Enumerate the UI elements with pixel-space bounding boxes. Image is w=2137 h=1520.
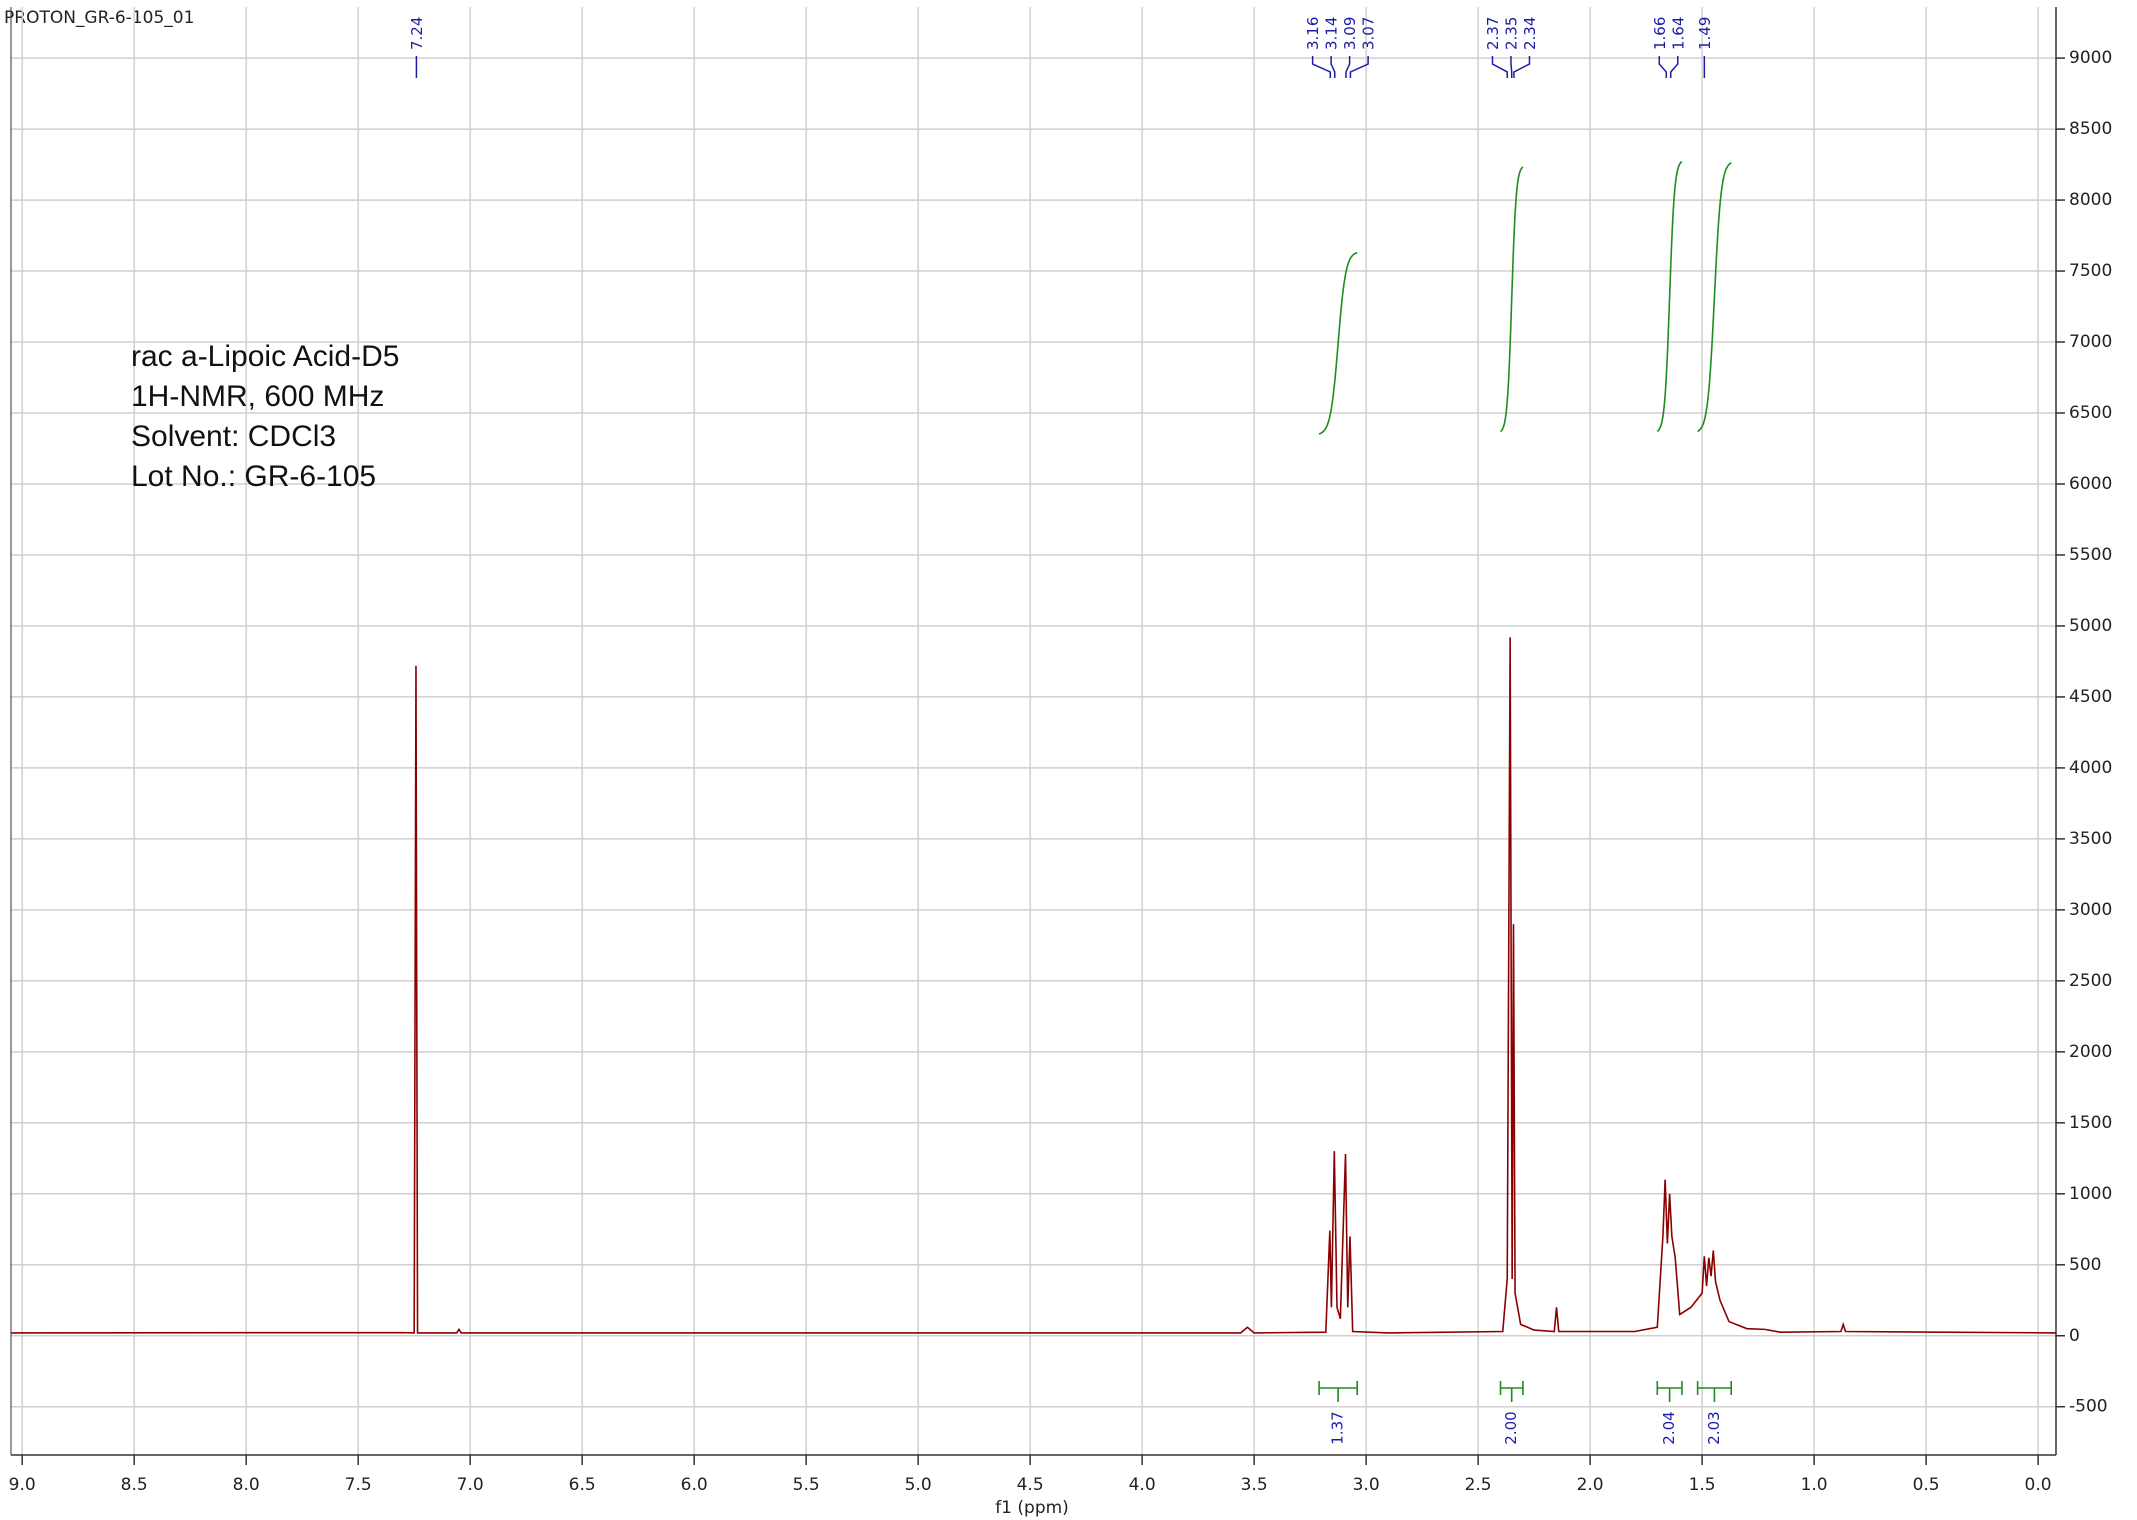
integral-label: 2.04 [1660,1411,1678,1444]
x-tick-label: 4.5 [1017,1475,1044,1495]
y-tick-label: 2000 [2069,1042,2112,1062]
peak-marker [1513,56,1531,78]
integral-curve [1697,162,1732,433]
y-tick-label: 7000 [2069,332,2112,352]
x-tick-label: 8.0 [233,1475,260,1495]
x-tick-label: 3.5 [1241,1475,1268,1495]
x-tick-label: 9.0 [9,1475,36,1495]
y-tick-label: 2500 [2069,971,2112,991]
peak-label: 1.66 [1651,17,1669,50]
integral-bracket [1318,1381,1358,1402]
y-tick-label: 6000 [2069,474,2112,494]
peak-label: 2.37 [1484,17,1502,50]
x-tick-label: 8.5 [121,1475,148,1495]
peak-label: 3.07 [1360,17,1378,50]
x-tick-label: 2.5 [1465,1475,1492,1495]
integral-bracket [1499,1381,1524,1402]
spectrum-line [10,637,2057,1334]
integral-bracket [1696,1381,1733,1402]
peak-label: 3.14 [1323,17,1341,50]
integral-curve [1318,251,1358,435]
peak-label: 2.34 [1521,17,1539,50]
x-tick-label: 1.0 [1801,1475,1828,1495]
peak-label: 7.24 [408,17,426,50]
x-tick-label: 5.0 [905,1475,932,1495]
y-tick-label: 3500 [2069,829,2112,849]
y-tick-label: 6500 [2069,403,2112,423]
y-tick-label: 4000 [2069,758,2112,778]
chart-title: PROTON_GR-6-105_01 [4,8,194,28]
peak-marker [1669,56,1679,78]
peak-label: 1.64 [1669,17,1687,50]
peak-label: 3.09 [1341,17,1359,50]
peak-marker [1510,56,1513,78]
x-tick-label: 7.5 [345,1475,372,1495]
peak-marker [1658,56,1668,78]
y-tick-label: 7500 [2069,261,2112,281]
integral-curve [1656,160,1683,433]
y-tick-label: 9000 [2069,48,2112,68]
x-tick-label: 4.0 [1129,1475,1156,1495]
y-tick-label: 8500 [2069,119,2112,139]
x-tick-label: 2.0 [1577,1475,1604,1495]
peak-marker [1330,56,1336,78]
x-tick-label: 6.0 [681,1475,708,1495]
x-axis-label: f1 (ppm) [995,1498,1069,1518]
y-tick-label: 4500 [2069,687,2112,707]
annotation: 1H-NMR, 600 MHz [131,380,384,413]
integral-label: 2.00 [1502,1411,1520,1444]
y-tick-label: 8000 [2069,190,2112,210]
y-tick-label: 5000 [2069,616,2112,636]
annotation: Lot No.: GR-6-105 [131,460,376,493]
annotation: rac a-Lipoic Acid-D5 [131,340,399,373]
y-tick-label: 1500 [2069,1113,2112,1133]
y-tick-label: 3000 [2069,900,2112,920]
peak-marker [1349,56,1369,78]
integral-bracket [1656,1381,1683,1402]
y-tick-label: 1000 [2069,1184,2112,1204]
x-tick-label: 1.5 [1689,1475,1716,1495]
peak-label: 1.49 [1696,17,1714,50]
y-tick-label: 500 [2069,1255,2101,1275]
x-tick-label: 0.0 [2025,1475,2052,1495]
peak-marker [1491,56,1508,78]
x-tick-label: 7.0 [457,1475,484,1495]
integral-label: 1.37 [1329,1411,1347,1444]
y-tick-label: 0 [2069,1326,2080,1346]
integral-curve [1499,166,1524,433]
x-tick-label: 6.5 [569,1475,596,1495]
integral-label: 2.03 [1705,1411,1723,1444]
x-tick-label: 3.0 [1353,1475,1380,1495]
x-tick-label: 0.5 [1913,1475,1940,1495]
x-tick-label: 5.5 [793,1475,820,1495]
y-tick-label: -500 [2069,1397,2108,1417]
peak-marker [1345,56,1351,78]
y-tick-label: 5500 [2069,545,2112,565]
peak-marker [1311,56,1332,78]
annotation: Solvent: CDCl3 [131,420,336,453]
peak-label: 2.35 [1502,17,1520,50]
peak-label: 3.16 [1304,17,1322,50]
